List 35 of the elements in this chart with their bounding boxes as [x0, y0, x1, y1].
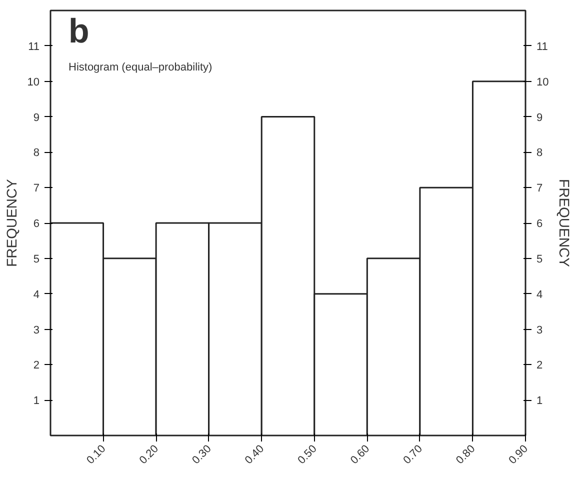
y-tick-label: 4 [33, 288, 40, 301]
x-tick-label: 0.40 [242, 442, 267, 467]
y2-tick-label: 3 [536, 324, 543, 336]
y2-tick-label: 6 [536, 218, 543, 230]
y2-tick-label: 5 [536, 253, 543, 266]
y-tick-label: 9 [33, 112, 40, 124]
x-tick-label: 0.10 [84, 442, 108, 467]
y-tick-label: 11 [28, 40, 40, 53]
y-tick-label: 1 [33, 395, 40, 408]
x-tick-label: 0.90 [506, 442, 530, 467]
y-tick-label: 10 [27, 76, 40, 88]
y2-tick-label: 7 [536, 182, 543, 195]
y2-tick-label: 11 [536, 40, 548, 53]
text: Histogram (equal–probability) [68, 62, 212, 74]
x-tick-label: 0.80 [454, 442, 478, 467]
y2-tick-label: 1 [536, 395, 543, 408]
y2-tick-label: 2 [536, 360, 543, 372]
x-tick-label: 0.60 [348, 442, 372, 467]
x-tick-label: 0.30 [190, 442, 214, 467]
chart-title: b [68, 12, 90, 50]
y2-tick-label: 4 [536, 288, 543, 301]
x-tick-label: 0.20 [137, 442, 162, 467]
y2-axis-title: FREQUENCY [556, 179, 573, 268]
y2-tick-label: 9 [536, 112, 543, 124]
y-axis-title: FREQUENCY [3, 178, 20, 267]
y2-tick-label: 10 [536, 76, 549, 88]
y-tick-label: 8 [33, 147, 40, 160]
y-tick-label: 3 [33, 324, 40, 336]
y2-tick-label: 8 [536, 147, 543, 160]
y-tick-label: 7 [33, 182, 40, 195]
x-tick-label: 0.50 [296, 442, 320, 467]
y-tick-label: 2 [33, 360, 40, 372]
y-tick-label: 5 [33, 253, 40, 266]
y-tick-label: 6 [33, 218, 40, 230]
x-tick-label: 0.70 [401, 442, 425, 467]
